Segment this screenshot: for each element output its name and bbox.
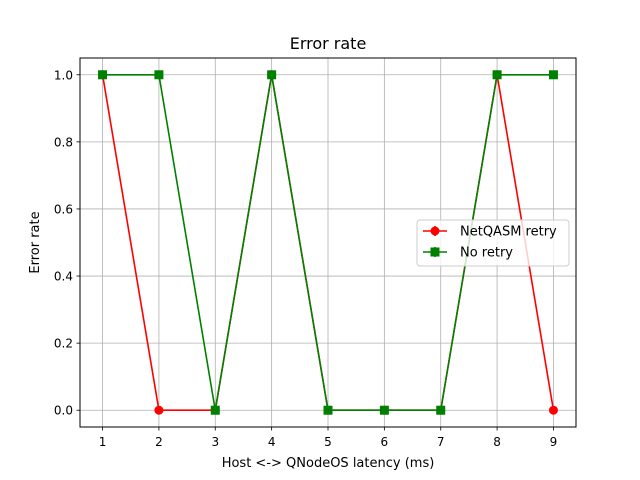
x-tick-label: 1 [99,435,107,449]
legend-entry: NetQASM retry [423,225,557,240]
legend-marker [430,226,440,236]
x-tick-label: 4 [268,435,276,449]
legend-box [416,219,570,267]
y-tick-label: 0.6 [54,202,73,216]
x-axis-ticks: 1 2 3 4 5 6 7 8 9 [99,427,558,449]
circle-marker [154,405,164,415]
square-marker [98,70,108,80]
series-1 [98,70,558,415]
y-tick-label: 0.4 [54,270,73,284]
y-tick-label: 0.0 [54,404,73,418]
square-marker [267,70,277,80]
y-tick-label: 0.8 [54,135,73,149]
x-tick-label: 5 [324,435,332,449]
chart-title: Error rate [290,34,367,53]
legend: NetQASM retry No retry [416,219,570,267]
series-layer [98,70,558,415]
x-axis-label: Host <-> QNodeOS latency (ms) [222,456,435,471]
x-tick-label: 9 [550,435,558,449]
legend-entry: No retry [423,246,513,261]
square-marker [379,405,389,415]
square-marker [323,405,333,415]
x-tick-label: 7 [437,435,445,449]
legend-label: NetQASM retry [460,225,557,240]
x-tick-label: 8 [493,435,501,449]
square-marker [548,70,558,80]
circle-marker [548,405,558,415]
x-tick-label: 3 [211,435,219,449]
square-marker [210,405,220,415]
square-marker [436,405,446,415]
square-marker [154,70,164,80]
square-marker [492,70,502,80]
y-tick-label: 1.0 [54,68,73,82]
y-tick-label: 0.2 [54,337,73,351]
y-axis-ticks: 0.0 0.2 0.4 0.6 0.8 1.0 [54,68,80,418]
legend-label: No retry [460,246,513,261]
x-tick-label: 2 [155,435,163,449]
legend-marker [430,247,440,257]
x-tick-label: 6 [381,435,389,449]
y-axis-label: Error rate [28,211,43,273]
legend-entries: NetQASM retry No retry [423,225,557,261]
